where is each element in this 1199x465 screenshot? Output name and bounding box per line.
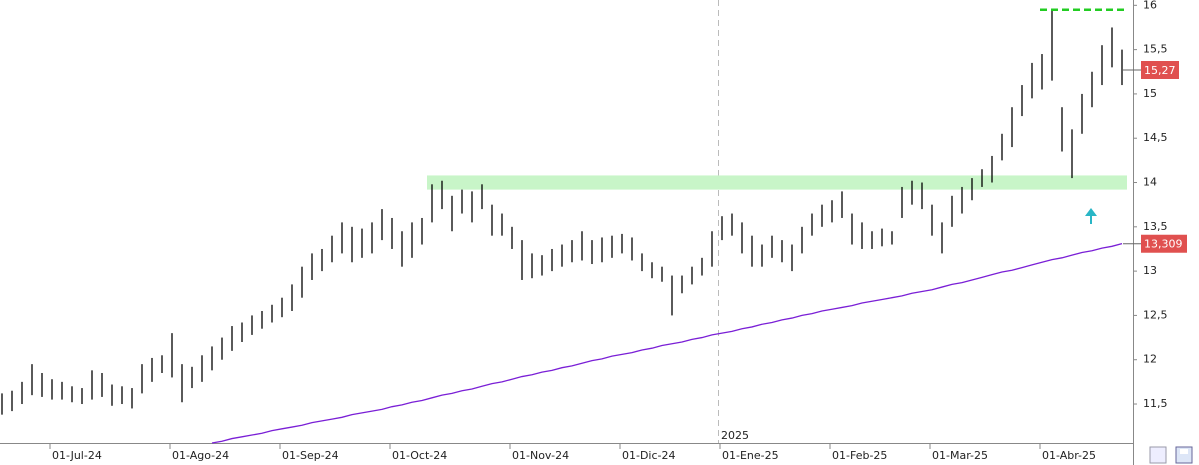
x-tick-label: 01-Mar-25 [932,449,988,462]
x-tick-label: 01-Ago-24 [172,449,229,462]
arrow-icon [1085,208,1097,224]
x-tick-label: 01-Oct-24 [392,449,447,462]
y-tick-label: 14 [1143,176,1157,189]
x-tick-label: 01-Dic-24 [622,449,676,462]
x-tick-label: 01-Abr-25 [1042,449,1096,462]
last-price-tag [1141,60,1179,79]
last-price-tag-label: 15,27 [1144,64,1176,77]
settings-button[interactable] [1149,446,1167,464]
x-tick-label: 01-Jul-24 [52,449,102,462]
y-tick-label: 12 [1143,353,1157,366]
y-tick-label: 14,5 [1143,131,1168,144]
support-zone [427,175,1127,190]
moving-average [211,243,1123,444]
y-tick-label: 13 [1143,264,1157,277]
x-tick-label: 01-Ene-25 [722,449,779,462]
x-tick-label: 01-Nov-24 [512,449,569,462]
x-tick-label: 01-Feb-25 [832,449,887,462]
y-tick-label: 12,5 [1143,308,1168,321]
y-tick-label: 15,5 [1143,43,1168,56]
ma-price-tag [1141,234,1187,253]
y-tick-label: 11,5 [1143,397,1168,410]
ma-price-tag-label: 13,309 [1144,238,1183,251]
year-label: 2025 [721,429,749,442]
y-tick-label: 15 [1143,87,1157,100]
y-tick-label: 13,5 [1143,220,1168,233]
x-tick-label: 01-Sep-24 [282,449,339,462]
save-icon [1180,449,1188,454]
y-tick-label: 16 [1143,0,1157,11]
